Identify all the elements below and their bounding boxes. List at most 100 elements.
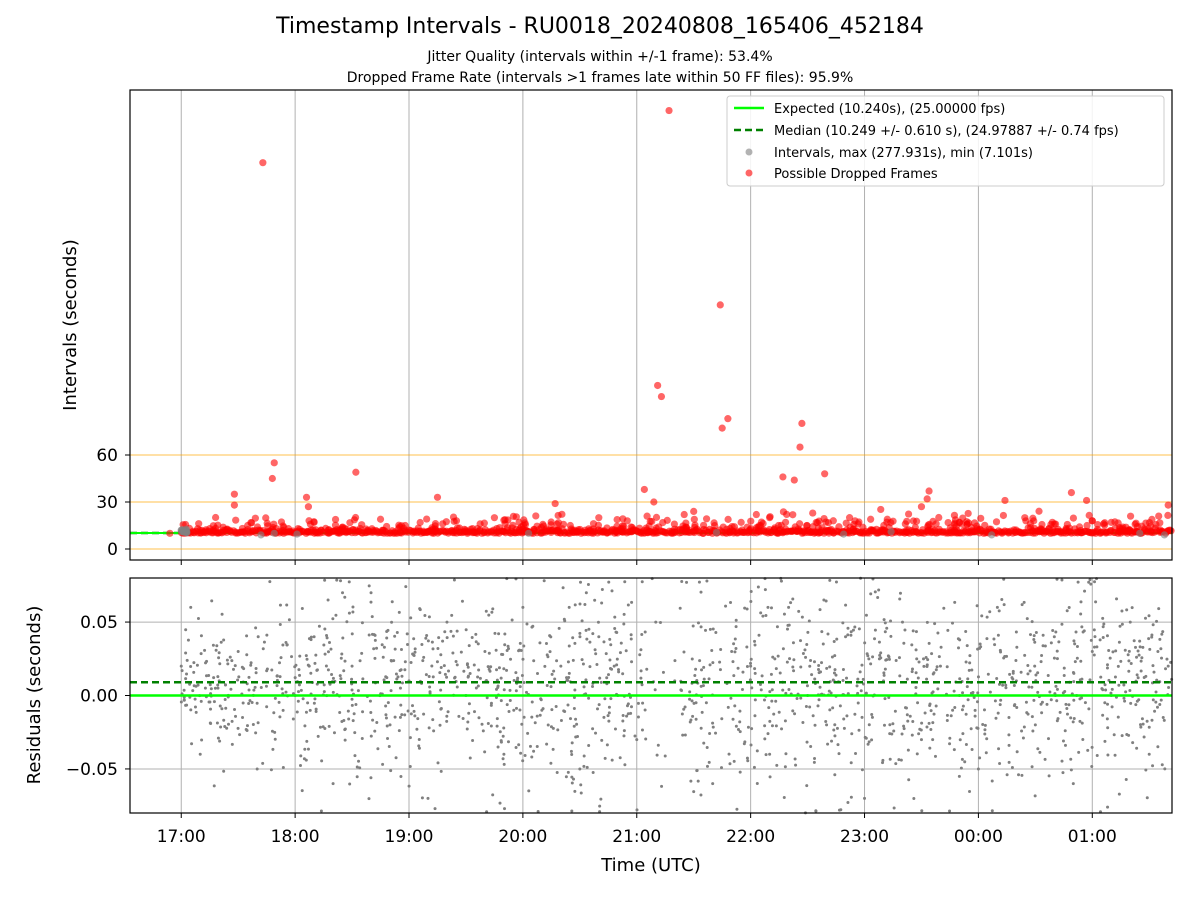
residual-point (623, 580, 627, 584)
residual-point (1143, 616, 1147, 620)
residual-point (898, 674, 902, 678)
residual-point (994, 716, 998, 720)
residual-point (347, 580, 351, 584)
residual-point (734, 625, 738, 629)
residual-point (555, 770, 559, 774)
residual-point (781, 647, 785, 651)
residual-point (580, 658, 584, 662)
residual-point (350, 632, 354, 636)
residual-point (388, 723, 392, 727)
residual-point (1135, 746, 1139, 750)
residual-point (343, 595, 347, 599)
residual-point (211, 643, 215, 647)
residual-point (354, 703, 358, 707)
residual-point (584, 591, 588, 595)
residual-point (1063, 729, 1067, 733)
residual-point (617, 668, 621, 672)
residual-point (905, 713, 909, 717)
residual-point (275, 674, 279, 678)
residual-point (1046, 673, 1050, 677)
residual-point (236, 726, 240, 730)
residual-point (575, 722, 579, 726)
dropped-frame-point (1069, 514, 1078, 522)
dropped-frame-point (1148, 515, 1156, 523)
residual-point (998, 703, 1002, 707)
residual-point (254, 626, 258, 630)
residual-point (426, 796, 430, 800)
residual-point (579, 783, 583, 787)
dropped-frame-point (1001, 496, 1009, 505)
residual-point (495, 668, 499, 672)
residual-point (1069, 757, 1073, 761)
residual-point (185, 672, 189, 676)
residual-point (219, 725, 223, 729)
residual-point (413, 650, 417, 654)
residual-point (736, 728, 740, 732)
residual-point (1076, 580, 1080, 584)
residual-point (969, 691, 973, 695)
residual-point (710, 648, 714, 652)
residual-point (694, 667, 698, 671)
dropped-frame-point (849, 525, 857, 533)
residual-point (935, 665, 939, 669)
residual-point (327, 724, 331, 728)
residual-point (212, 784, 216, 788)
residual-point (208, 683, 212, 687)
residual-point (213, 686, 217, 690)
residual-point (503, 807, 507, 811)
residual-point (572, 777, 576, 781)
residual-point (873, 628, 877, 632)
residual-point (532, 749, 536, 753)
residual-point (887, 655, 891, 659)
residual-point (1080, 625, 1084, 629)
residual-point (1151, 764, 1155, 768)
residual-point (559, 664, 563, 668)
dropped-frame-point (929, 517, 937, 525)
dropped-frame-point (600, 527, 608, 535)
residual-point (791, 709, 795, 713)
residual-point (254, 671, 258, 675)
residual-point (791, 597, 795, 601)
residual-point (933, 754, 937, 758)
dropped-frame-point (414, 524, 422, 532)
dropped-frame-point (904, 510, 913, 518)
residual-point (1011, 669, 1015, 673)
dropped-frame-point (743, 523, 751, 531)
residual-point (445, 719, 449, 723)
residual-point (526, 731, 530, 735)
residual-point (584, 628, 588, 632)
dropped-frame-point (304, 503, 313, 511)
dropped-frame-point (1094, 520, 1102, 529)
residual-point (439, 653, 443, 657)
dropped-frame-point (872, 525, 881, 533)
residual-point (757, 633, 761, 637)
residual-point (515, 678, 519, 682)
residual-point (619, 641, 623, 645)
residual-point (700, 668, 704, 672)
residual-point (813, 723, 817, 727)
residual-point (480, 722, 484, 726)
dropped-frame-point (650, 498, 658, 506)
dropped-frame-point (973, 522, 981, 530)
residual-point (660, 784, 664, 788)
residual-point (579, 580, 583, 584)
residual-point (1123, 699, 1127, 703)
residual-point (814, 809, 818, 813)
residual-point (795, 696, 799, 700)
residual-point (867, 740, 871, 744)
residual-point (518, 708, 522, 712)
residual-point (860, 715, 864, 719)
residual-point (1123, 648, 1127, 652)
residual-point (834, 580, 838, 584)
residual-point (730, 649, 734, 653)
residual-point (1012, 683, 1016, 687)
residual-point (978, 642, 982, 646)
residual-point (799, 696, 803, 700)
residual-point (923, 711, 927, 715)
residual-point (502, 667, 506, 671)
residual-point (561, 586, 565, 590)
dropped-frame-point (905, 526, 913, 534)
residual-point (501, 652, 505, 656)
residual-point (1127, 659, 1131, 663)
residual-point (833, 734, 837, 738)
